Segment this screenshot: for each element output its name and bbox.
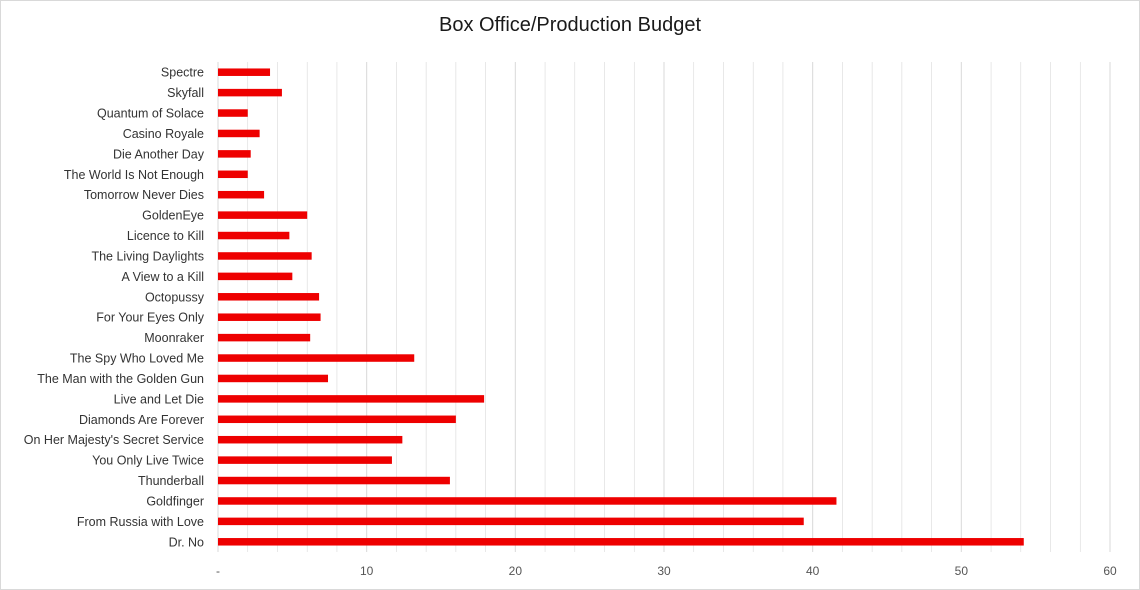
category-label: Diamonds Are Forever <box>79 413 204 427</box>
x-tick-label: 30 <box>657 564 671 578</box>
bar <box>218 88 282 97</box>
bar <box>218 517 804 526</box>
category-label: Casino Royale <box>123 127 204 141</box>
bar <box>218 354 415 362</box>
bar <box>218 68 271 76</box>
bar <box>218 374 329 383</box>
category-labels: Spectre Skyfall Quantum of Solace Casino Ro… <box>24 66 205 550</box>
category-label: Tomorrow Never Dies <box>84 188 204 202</box>
x-tick-labels: - 10 20 30 40 50 60 <box>216 564 1117 578</box>
gridlines <box>217 62 1111 552</box>
bar <box>218 395 485 403</box>
bar <box>218 109 248 117</box>
category-label: On Her Majesty's Secret Service <box>24 433 204 447</box>
category-label: Octopussy <box>145 290 205 304</box>
category-label: The Spy Who Loved Me <box>70 352 204 366</box>
bar <box>218 497 837 505</box>
bar <box>218 293 320 301</box>
bar <box>218 150 251 158</box>
category-label: Spectre <box>161 66 204 80</box>
bar <box>218 272 293 281</box>
category-label: You Only Live Twice <box>92 454 204 468</box>
category-label: The Living Daylights <box>91 249 204 263</box>
category-label: Dr. No <box>169 535 204 549</box>
category-label: The Man with the Golden Gun <box>37 372 204 386</box>
category-label: Quantum of Solace <box>97 107 204 121</box>
x-tick-label: 40 <box>806 564 820 578</box>
category-label: The World Is Not Enough <box>64 168 204 182</box>
category-label: From Russia with Love <box>77 515 204 529</box>
category-label: Licence to Kill <box>127 229 204 243</box>
bar <box>218 231 290 240</box>
bar <box>218 190 265 199</box>
category-label: Skyfall <box>167 86 204 100</box>
bar <box>218 333 311 342</box>
category-label: For Your Eyes Only <box>96 311 204 325</box>
x-tick-label: 50 <box>955 564 969 578</box>
category-label: Die Another Day <box>113 147 205 161</box>
bar <box>218 170 248 179</box>
bars <box>218 68 1024 546</box>
category-label: A View to a Kill <box>122 270 204 284</box>
bar <box>218 415 456 424</box>
chart-title: Box Office/Production Budget <box>438 14 701 36</box>
x-tick-label: 60 <box>1103 564 1117 578</box>
bar <box>218 211 308 219</box>
category-label: Thunderball <box>138 474 204 488</box>
category-label: Goldfinger <box>146 494 204 508</box>
bar <box>218 129 260 138</box>
category-label: Moonraker <box>144 331 204 345</box>
category-label: GoldenEye <box>142 209 204 223</box>
bar <box>218 252 312 260</box>
bar <box>218 313 321 321</box>
x-tick-label: 10 <box>360 564 374 578</box>
category-label: Live and Let Die <box>114 392 204 406</box>
bar <box>218 435 403 444</box>
bar <box>218 476 450 485</box>
bar <box>218 456 392 464</box>
bar <box>218 538 1024 546</box>
x-tick-label: 20 <box>509 564 523 578</box>
x-tick-label: - <box>216 564 220 578</box>
